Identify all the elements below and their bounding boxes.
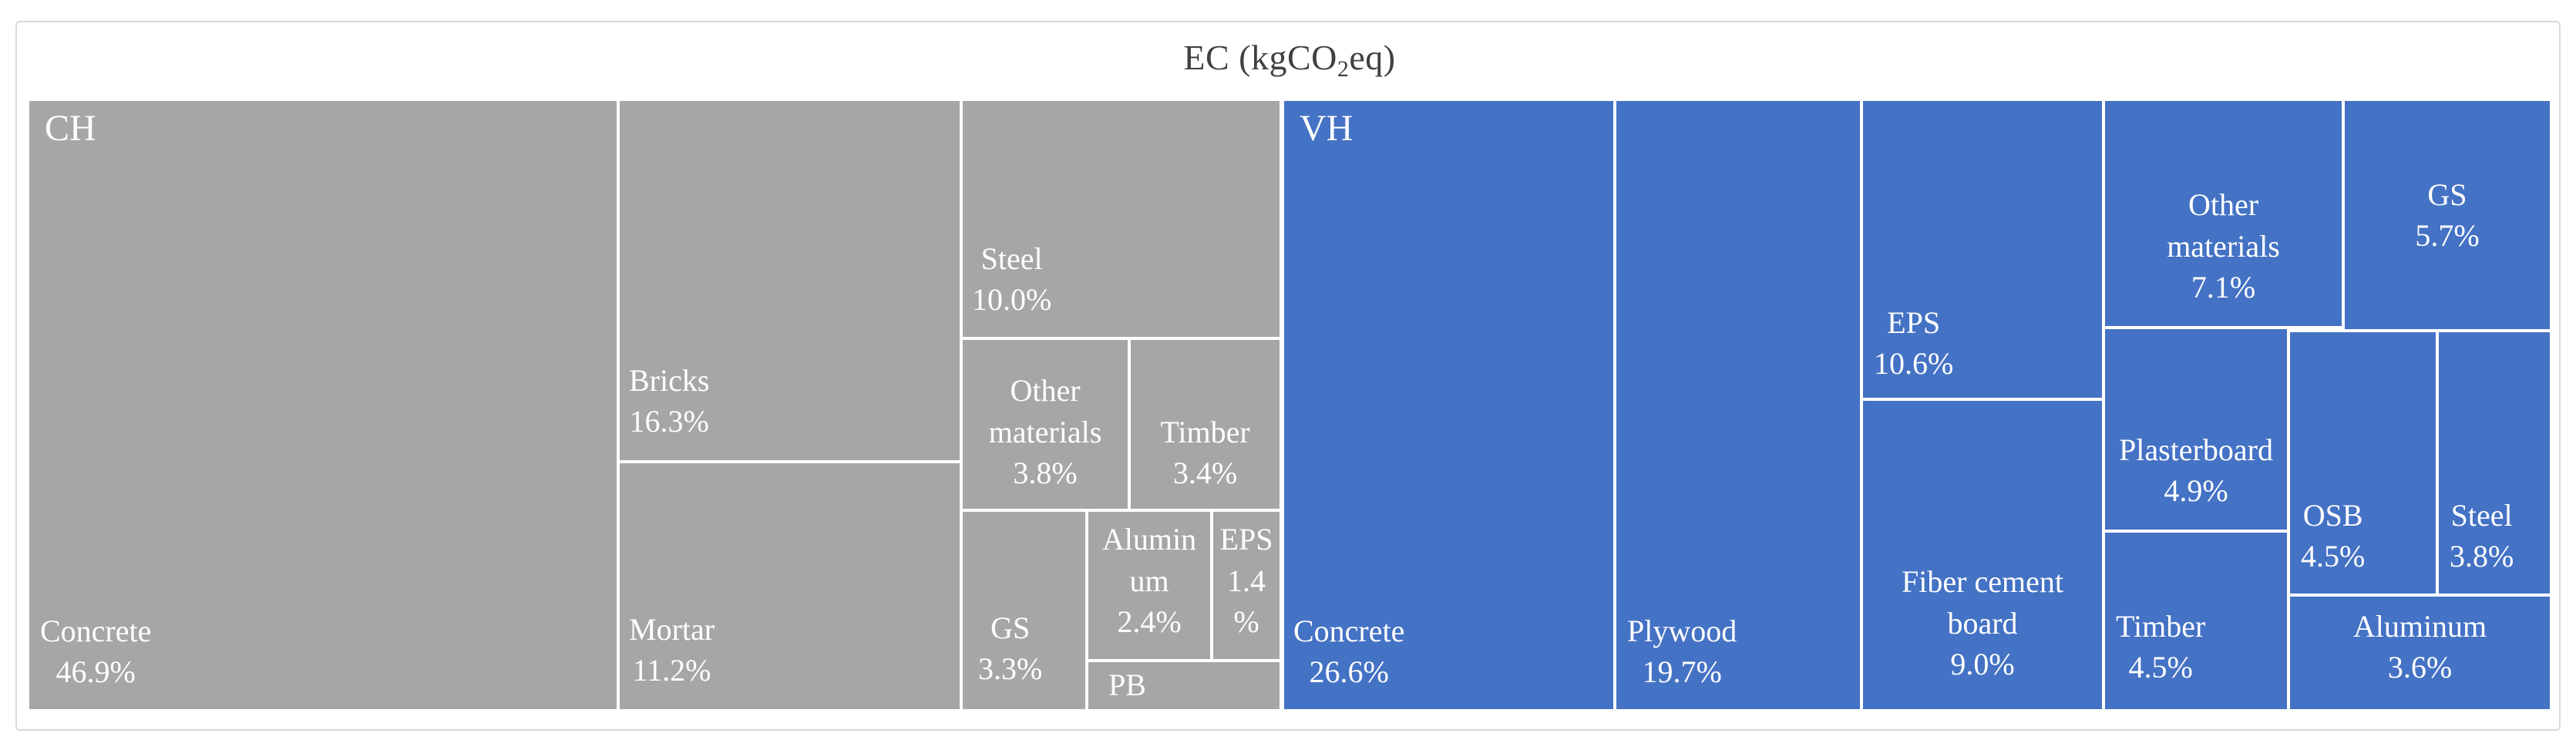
cell-label-line: Steel xyxy=(2450,497,2513,533)
cell-label: Plywood 19.7% xyxy=(1627,610,1737,692)
cell-label-line: Timber xyxy=(1160,414,1250,449)
cell-label-line: Timber xyxy=(2116,608,2206,644)
cell-label: Steel 10.0% xyxy=(972,238,1051,320)
cell-label-line: 19.7% xyxy=(1642,654,1722,689)
cell-label-line: Mortar xyxy=(629,611,715,647)
cell-label-line: 10.0% xyxy=(972,281,1052,317)
treemap-cell-ch-aluminum: Alumin um 2.4% xyxy=(1088,512,1210,659)
cell-label-line: 16.3% xyxy=(629,403,709,439)
cell-label: Alumin um 2.4% xyxy=(1088,519,1210,642)
chart-title-prefix: EC (kgCO xyxy=(1183,38,1337,77)
cell-label-line: Bricks xyxy=(629,362,710,398)
chart-title-subscript: 2 xyxy=(1337,56,1350,82)
cell-label: GS 3.3% xyxy=(978,607,1042,689)
cell-label-line: um xyxy=(1129,563,1169,598)
cell-label-line: 4.5% xyxy=(2128,649,2193,684)
cell-label-line: 4.9% xyxy=(2164,473,2228,508)
treemap-cell-vh-plasterboard: Plasterboard 4.9% xyxy=(2105,329,2287,530)
treemap-cell-ch-timber: Timber 3.4% xyxy=(1131,340,1280,509)
cell-label: OSB 4.5% xyxy=(2301,495,2365,577)
treemap-cell-vh-steel: Steel 3.8% xyxy=(2439,332,2550,594)
cell-label-line: Aluminum xyxy=(2352,608,2487,644)
cell-label: Aluminum 3.6% xyxy=(2290,606,2550,688)
cell-label: Concrete 46.9% xyxy=(40,610,151,692)
cell-label-line: Steel xyxy=(980,240,1043,276)
cell-label-line: 3.3% xyxy=(978,651,1043,686)
treemap-cell-vh-eps: EPS 10.6% xyxy=(1863,101,2102,398)
cell-label-line: board xyxy=(1947,605,2018,641)
cell-label-line: 26.6% xyxy=(1309,654,1389,689)
cell-label-line: PB xyxy=(1108,667,1146,702)
cell-label-line: GS xyxy=(990,610,1031,645)
treemap-cell-ch-pb: PB xyxy=(1088,662,1280,709)
treemap-cell-vh-other-materials: Other materials 7.1% xyxy=(2105,101,2342,326)
group-label-vh: VH xyxy=(1300,108,1354,149)
cell-label: EPS 1.4% xyxy=(1213,519,1280,642)
cell-label: Plasterboard 4.9% xyxy=(2105,429,2287,511)
cell-label-line: 7.1% xyxy=(2191,269,2256,304)
cell-label-line: OSB xyxy=(2302,497,2363,533)
cell-label-line: 46.9% xyxy=(55,654,136,689)
treemap-cell-ch-other-materials: Other materials 3.8% xyxy=(963,340,1128,509)
treemap-cell-vh-fiber-cement-board: Fiber cement board 9.0% xyxy=(1863,401,2102,709)
cell-label: GS 5.7% xyxy=(2345,174,2550,256)
treemap-cell-ch-steel: Steel 10.0% xyxy=(963,101,1280,337)
treemap-cell-ch-bricks: Bricks 16.3% xyxy=(620,101,960,460)
cell-label: Steel 3.8% xyxy=(2450,495,2514,577)
cell-label: Other materials 3.8% xyxy=(963,370,1128,493)
cell-label-line: 10.6% xyxy=(1874,345,1954,381)
cell-label: Timber 4.5% xyxy=(2116,606,2205,688)
cell-label-line: 11.2% xyxy=(632,652,711,688)
cell-label-line: Concrete xyxy=(1293,613,1405,648)
cell-label-line: Concrete xyxy=(40,613,152,648)
cell-label-line: EPS xyxy=(1219,522,1273,557)
cell-label: Mortar 11.2% xyxy=(629,609,715,691)
cell-label-line: 3.6% xyxy=(2387,649,2453,684)
treemap-cell-vh-plywood: Plywood 19.7% xyxy=(1616,101,1860,709)
cell-label-line: 4.5% xyxy=(2301,538,2366,573)
cell-label-line: Plywood xyxy=(1627,613,1737,648)
cell-label: Other materials 7.1% xyxy=(2105,184,2342,308)
chart-title: EC (kgCO2eq) xyxy=(29,37,2550,82)
chart-title-suffix: eq) xyxy=(1349,38,1396,77)
cell-label: Fiber cement board 9.0% xyxy=(1863,561,2102,684)
treemap-cell-vh-concrete: Concrete 26.6% xyxy=(1284,101,1613,709)
cell-label-line: Other xyxy=(2188,187,2259,223)
treemap-cell-vh-timber: Timber 4.5% xyxy=(2105,533,2287,709)
cell-label-line: Fiber cement xyxy=(1902,564,2063,600)
cell-label: PB xyxy=(1108,664,1146,705)
cell-label-line: 5.7% xyxy=(2415,218,2480,253)
group-label-ch: CH xyxy=(45,108,96,149)
treemap-cell-ch-concrete: Concrete 46.9% xyxy=(29,101,617,709)
cell-label: EPS 10.6% xyxy=(1874,302,1953,384)
treemap-cell-ch-mortar: Mortar 11.2% xyxy=(620,463,960,709)
cell-label-line: 2.4% xyxy=(1117,604,1182,639)
cell-label-line: 1.4 xyxy=(1227,563,1266,598)
treemap-cell-vh-aluminum: Aluminum 3.6% xyxy=(2290,597,2550,709)
cell-label-line: Plasterboard xyxy=(2119,432,2273,467)
cell-label-line: 3.4% xyxy=(1172,455,1238,490)
treemap-cell-ch-eps: EPS 1.4% xyxy=(1213,512,1280,659)
cell-label-line: % xyxy=(1233,604,1259,639)
cell-label-line: 3.8% xyxy=(1013,455,1078,490)
cell-label: Timber 3.4% xyxy=(1131,412,1280,493)
cell-label-line: 3.8% xyxy=(2450,538,2514,573)
treemap-cell-vh-gs: GS 5.7% xyxy=(2345,101,2550,329)
cell-label: Bricks 16.3% xyxy=(629,360,709,442)
treemap-cell-ch-gs: GS 3.3% xyxy=(963,512,1085,709)
cell-label-line: materials xyxy=(2167,228,2280,264)
cell-label-line: EPS xyxy=(1887,304,1941,340)
cell-label: Concrete 26.6% xyxy=(1293,610,1404,692)
cell-label-line: GS xyxy=(2427,177,2467,212)
cell-label-line: Alumin xyxy=(1101,522,1197,557)
cell-label-line: Other xyxy=(1010,373,1081,409)
treemap-cell-vh-osb: OSB 4.5% xyxy=(2290,332,2436,594)
cell-label-line: materials xyxy=(988,414,1102,449)
cell-label-line: 9.0% xyxy=(1950,646,2015,681)
